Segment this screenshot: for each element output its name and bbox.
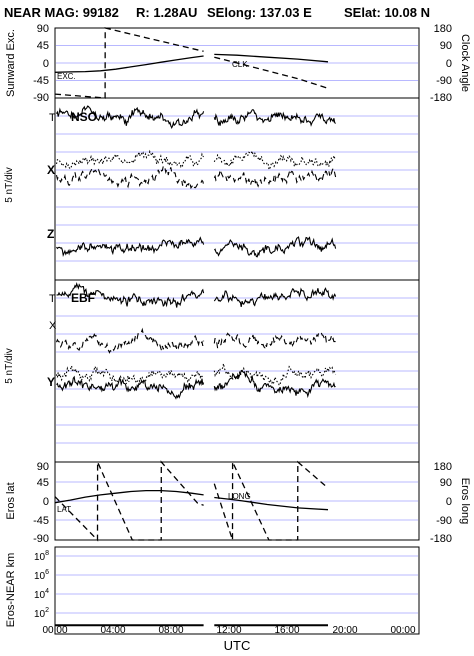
series-line-long [54, 460, 329, 542]
tick-left-exc-4: -90 [33, 92, 49, 104]
tick-left-exc-1: 45 [37, 40, 49, 52]
ylabel-nso: 5 nT/div [4, 167, 15, 203]
trace-nso-y [55, 149, 337, 172]
tick-left-lat-0: 90 [37, 461, 49, 473]
trace-ebf-t [56, 281, 337, 308]
x-axis-label: UTC [224, 638, 251, 653]
tick-left-lat-4: -90 [33, 533, 49, 545]
ylabel-eros-lat: Eros lat [5, 482, 17, 519]
series-line-lat [54, 489, 329, 511]
tick-right-long-2: 0 [446, 496, 452, 508]
grid-nso [56, 115, 418, 262]
trace-nso-x [55, 163, 337, 190]
tick-right-clk-4: -180 [430, 92, 452, 104]
panel-frame-distance [54, 546, 420, 635]
trace-nso-z [56, 236, 337, 258]
x-tick-1: 04:00 [100, 625, 125, 636]
ticks-left-exc: 90 45 0 -45 -90 [33, 23, 49, 104]
tick-right-long-1: 90 [440, 477, 452, 489]
tick-left-lat-1: 45 [37, 477, 49, 489]
x-tick-5: 20:00 [332, 625, 357, 636]
grid-distance [56, 555, 418, 614]
ylabel-ebf: 5 nT/div [4, 348, 15, 384]
x-tick-2: 08:00 [158, 625, 183, 636]
x-tick-6: 00:00 [390, 625, 415, 636]
data-layer [54, 27, 337, 627]
series-label-long: LONG [228, 492, 251, 501]
ticks-right-clk: 180 90 0 -90 -180 [430, 23, 452, 104]
series-label-lat: LAT [57, 505, 71, 514]
tick-left-lat-3: -45 [33, 515, 49, 527]
tick-log-1e2: 102 [34, 607, 49, 620]
x-tick-3: 12:00 [216, 625, 241, 636]
grid-ebf [56, 297, 418, 444]
trace-label-nso-z: Z [47, 227, 54, 241]
header-range: R: 1.28AU [136, 5, 197, 20]
tick-log-1e6: 106 [34, 569, 49, 582]
series-label-exc: EXC. [57, 72, 76, 81]
header-selat: SElat: 10.08 N [344, 5, 430, 20]
trace-label-nso-t: T [49, 112, 56, 124]
panel-label-ebf: EBF [71, 291, 95, 305]
tick-log-1e8: 108 [34, 550, 49, 563]
ticks-left-distance: 102 104 106 108 [34, 550, 49, 620]
tick-right-clk-0: 180 [434, 23, 452, 35]
tick-left-exc-0: 90 [37, 23, 49, 35]
trace-nso-t [56, 105, 336, 129]
x-tick-4: 16:00 [274, 625, 299, 636]
tick-left-exc-3: -45 [33, 75, 49, 87]
trace-label-nso-x: X [47, 163, 55, 177]
ticks-left-eros-lat: 90 45 0 -45 -90 [33, 461, 49, 545]
series-line-clk [54, 27, 329, 99]
tick-right-long-3: -90 [436, 515, 452, 527]
tick-left-lat-2: 0 [43, 496, 49, 508]
trace-ebf-x [55, 327, 336, 354]
panel-label-nso: NSO [71, 110, 97, 124]
tick-left-exc-2: 0 [43, 58, 49, 70]
header-title: NEAR MAG: 99182 [4, 5, 119, 20]
grid-eros [56, 481, 418, 521]
trace-label-ebf-t: T [49, 293, 56, 305]
tick-log-1e4: 104 [34, 588, 49, 601]
series-label-clk: CLK [232, 60, 248, 69]
ticks-right-eros-long: 180 90 0 -90 -180 [430, 461, 452, 545]
header-selong: SElong: 137.03 E [207, 5, 312, 20]
panel-frame-eros [54, 461, 420, 541]
tick-right-long-0: 180 [434, 461, 452, 473]
ylabel-eros-near-km: Eros-NEAR km [5, 553, 17, 628]
x-tick-0: 00:00 [42, 625, 67, 636]
series-line-exc [54, 53, 329, 73]
ylabel-clock-angle: Clock Angle [459, 34, 471, 92]
tick-right-clk-1: 90 [440, 40, 452, 52]
trace-label-ebf-x: X [49, 320, 57, 332]
tick-right-clk-2: 0 [446, 58, 452, 70]
trace-ebf-y [56, 369, 336, 400]
x-ticks: 00:00 04:00 08:00 12:00 16:00 20:00 00:0… [42, 625, 415, 636]
trace-label-ebf-y: Y [47, 375, 55, 389]
ylabel-eros-long: Eros long [459, 478, 471, 524]
ylabel-sunward-exc: Sunward Exc. [5, 29, 17, 97]
tick-right-long-4: -180 [430, 533, 452, 545]
tick-right-clk-3: -90 [436, 75, 452, 87]
